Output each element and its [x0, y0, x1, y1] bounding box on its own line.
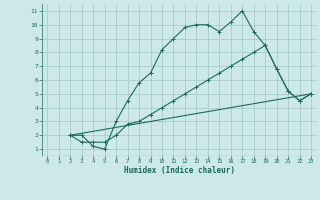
X-axis label: Humidex (Indice chaleur): Humidex (Indice chaleur) — [124, 166, 235, 175]
